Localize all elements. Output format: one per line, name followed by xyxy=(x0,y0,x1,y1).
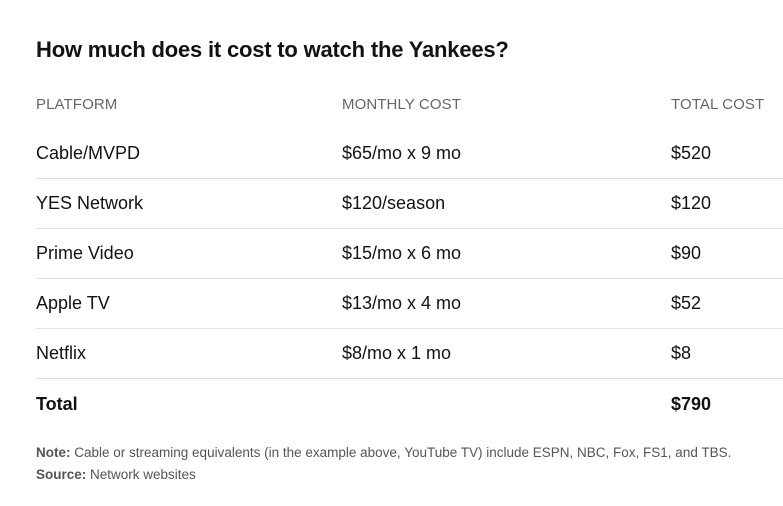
source-label: Source: xyxy=(36,467,87,482)
platform-cell: Cable/MVPD xyxy=(36,143,141,163)
table-row: Netflix $8/mo x 1 mo $8 xyxy=(36,329,783,379)
chart-title: How much does it cost to watch the Yanke… xyxy=(36,37,509,62)
table-row: Prime Video $15/mo x 6 mo $90 xyxy=(36,229,783,279)
header-monthly-cost: MONTHLY COST xyxy=(342,95,461,113)
note-line: Note: Cable or streaming equivalents (in… xyxy=(36,442,731,464)
note-label: Note: xyxy=(36,445,71,460)
monthly-cost-cell: $65/mo x 9 mo xyxy=(342,143,462,163)
total-cost-cell: $52 xyxy=(671,293,702,313)
monthly-cost-cell: $120/season xyxy=(342,193,446,213)
cost-table: PLATFORM MONTHLY COST TOTAL COST Cable/M… xyxy=(36,79,783,429)
total-value: $790 xyxy=(671,393,712,414)
table-row: Apple TV $13/mo x 4 mo $52 xyxy=(36,279,783,329)
total-cost-cell: $520 xyxy=(671,143,712,163)
footnotes: Note: Cable or streaming equivalents (in… xyxy=(36,442,731,486)
header-total-cost: TOTAL COST xyxy=(671,95,765,113)
total-cost-cell: $8 xyxy=(671,343,692,363)
platform-cell: Prime Video xyxy=(36,243,134,263)
platform-cell: Apple TV xyxy=(36,293,110,313)
source-line: Source: Network websites xyxy=(36,464,731,486)
monthly-cost-cell: $13/mo x 4 mo xyxy=(342,293,462,313)
total-label: Total xyxy=(36,393,78,414)
total-cost-cell: $90 xyxy=(671,243,702,263)
total-cost-cell: $120 xyxy=(671,193,712,213)
monthly-cost-cell: $8/mo x 1 mo xyxy=(342,343,452,363)
header-platform: PLATFORM xyxy=(36,95,118,113)
table-row: YES Network $120/season $120 xyxy=(36,179,783,229)
platform-cell: YES Network xyxy=(36,193,144,213)
source-text: Network websites xyxy=(86,467,196,482)
note-text: Cable or streaming equivalents (in the e… xyxy=(70,445,732,460)
table-header-row: PLATFORM MONTHLY COST TOTAL COST xyxy=(36,79,783,129)
platform-cell: Netflix xyxy=(36,343,87,363)
total-row: Total $790 xyxy=(36,379,783,429)
monthly-cost-cell: $15/mo x 6 mo xyxy=(342,243,462,263)
table-row: Cable/MVPD $65/mo x 9 mo $520 xyxy=(36,129,783,179)
